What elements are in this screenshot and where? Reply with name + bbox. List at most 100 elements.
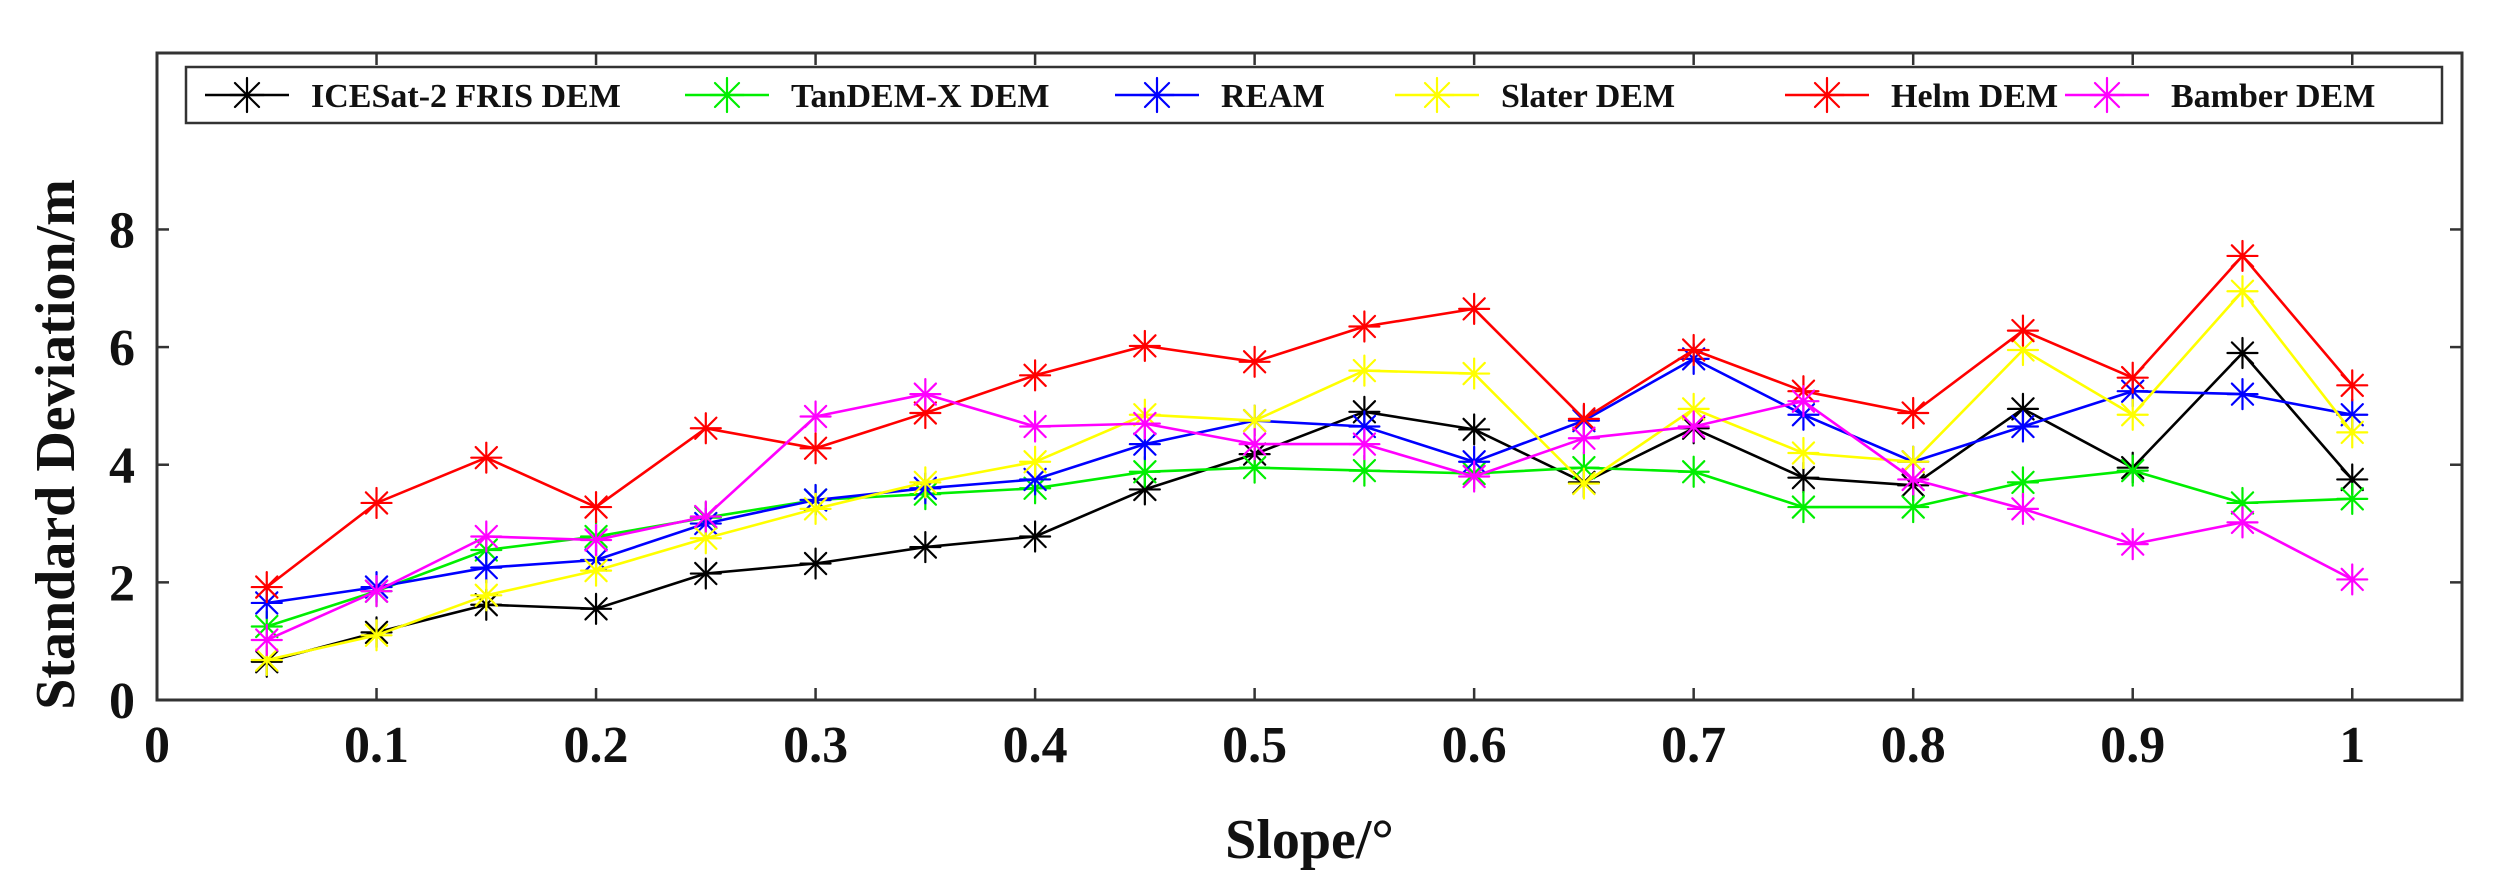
data-point <box>799 492 832 525</box>
data-point <box>2336 482 2369 515</box>
data-point <box>2226 336 2259 370</box>
data-point <box>2006 314 2040 347</box>
x-tick-label: 0.2 <box>564 717 629 774</box>
data-point <box>1018 410 1052 443</box>
y-axis-title: Standard Deviation/m <box>25 179 87 710</box>
legend-entry-helm-dem: Helm DEM <box>1785 76 2058 115</box>
legend-entry-tandem-x-dem: TanDEM-X DEM <box>685 76 1050 115</box>
legend-label: TanDEM-X DEM <box>791 78 1050 115</box>
data-point <box>1238 404 1271 437</box>
legend-marker <box>2088 76 2126 114</box>
data-point <box>1458 292 1491 325</box>
y-tick-label: 2 <box>109 555 135 612</box>
data-point <box>2006 466 2040 499</box>
data-point <box>1787 385 1820 418</box>
series-layer <box>250 239 2369 678</box>
series-bamber-dem <box>250 378 2369 657</box>
data-point <box>1238 345 1271 378</box>
x-tick-label: 1 <box>2339 717 2365 774</box>
data-point <box>2116 454 2149 487</box>
legend-label: Slater DEM <box>1501 78 1675 115</box>
data-point <box>689 557 722 590</box>
data-point <box>470 551 503 584</box>
data-point <box>1018 359 1052 392</box>
data-point <box>360 619 393 652</box>
data-point <box>1787 490 1820 524</box>
data-point <box>909 378 942 411</box>
data-point <box>1677 333 1710 367</box>
data-point <box>1018 463 1052 496</box>
data-point <box>799 432 832 465</box>
data-point <box>1677 455 1710 488</box>
data-point <box>2226 378 2259 411</box>
data-point <box>2336 369 2369 402</box>
data-point <box>1458 357 1491 390</box>
legend-label: Bamber DEM <box>2171 78 2375 115</box>
legend-marker <box>228 76 266 114</box>
legend-marker <box>1808 76 1846 114</box>
x-axis-title: Slope/° <box>1225 809 1394 871</box>
data-point <box>799 547 832 580</box>
y-tick-label: 4 <box>109 438 135 495</box>
data-point <box>1238 428 1271 461</box>
data-point <box>2226 506 2259 539</box>
data-point <box>2116 528 2149 561</box>
data-point <box>2336 563 2369 596</box>
axis-ticks <box>155 53 2462 702</box>
x-tick-labels: 0 0.1 0.2 0.3 0.4 0.5 0.6 0.7 0.8 0.9 1 <box>144 717 2365 774</box>
data-point <box>1787 461 1820 494</box>
data-point <box>1018 445 1052 478</box>
x-tick-label: 0.9 <box>2100 717 2165 774</box>
data-point <box>470 441 503 474</box>
series-line-ream <box>266 357 2353 605</box>
data-point <box>360 486 393 520</box>
data-point <box>689 500 722 533</box>
data-point <box>1348 354 1381 387</box>
data-point <box>1128 455 1161 488</box>
x-tick-label: 0.8 <box>1881 717 1946 774</box>
series-line-bamber-dem <box>266 392 2353 642</box>
data-point <box>1787 436 1820 470</box>
legend-marker <box>1138 76 1176 114</box>
legend-entry-slater-dem: Slater DEM <box>1395 76 1675 115</box>
data-point <box>689 412 722 445</box>
legend-label: Helm DEM <box>1891 78 2058 115</box>
data-point <box>1458 413 1491 446</box>
data-point <box>1567 422 1601 455</box>
legend-label: ICESat-2 FRIS DEM <box>311 78 621 115</box>
data-point <box>1018 520 1052 553</box>
series-line-slater-dem <box>266 289 2354 662</box>
data-point <box>579 554 613 587</box>
data-point <box>1348 310 1381 343</box>
data-point <box>2336 416 2369 449</box>
data-point <box>1677 410 1710 443</box>
y-tick-label: 6 <box>109 320 135 377</box>
data-point <box>2226 275 2259 308</box>
data-point <box>1348 428 1381 461</box>
legend-label: REAM <box>1221 78 1325 115</box>
x-tick-label: 0.1 <box>344 717 409 774</box>
data-point <box>1128 329 1161 363</box>
data-point <box>2116 398 2149 431</box>
data-point <box>1567 467 1601 500</box>
data-point <box>1348 410 1381 443</box>
data-point <box>579 592 613 625</box>
data-point <box>1348 454 1381 487</box>
data-point <box>250 570 283 604</box>
legend-entry-icesat-2-fris-dem: ICESat-2 FRIS DEM <box>205 76 621 115</box>
data-point <box>2006 492 2040 525</box>
data-point <box>1897 490 1930 524</box>
legend-marker <box>708 76 746 114</box>
x-tick-label: 0.6 <box>1442 717 1507 774</box>
plot-area-frame <box>155 51 2464 702</box>
data-point <box>1897 463 1930 496</box>
data-point <box>1897 396 1930 430</box>
y-tick-labels: 0 2 4 6 8 <box>109 202 135 730</box>
data-point <box>2006 333 2040 367</box>
x-tick-label: 0.5 <box>1222 717 1287 774</box>
data-point <box>470 579 503 612</box>
legend-entry-bamber-dem: Bamber DEM <box>2065 76 2375 115</box>
data-point <box>579 523 613 557</box>
x-tick-label: 0.7 <box>1661 717 1726 774</box>
